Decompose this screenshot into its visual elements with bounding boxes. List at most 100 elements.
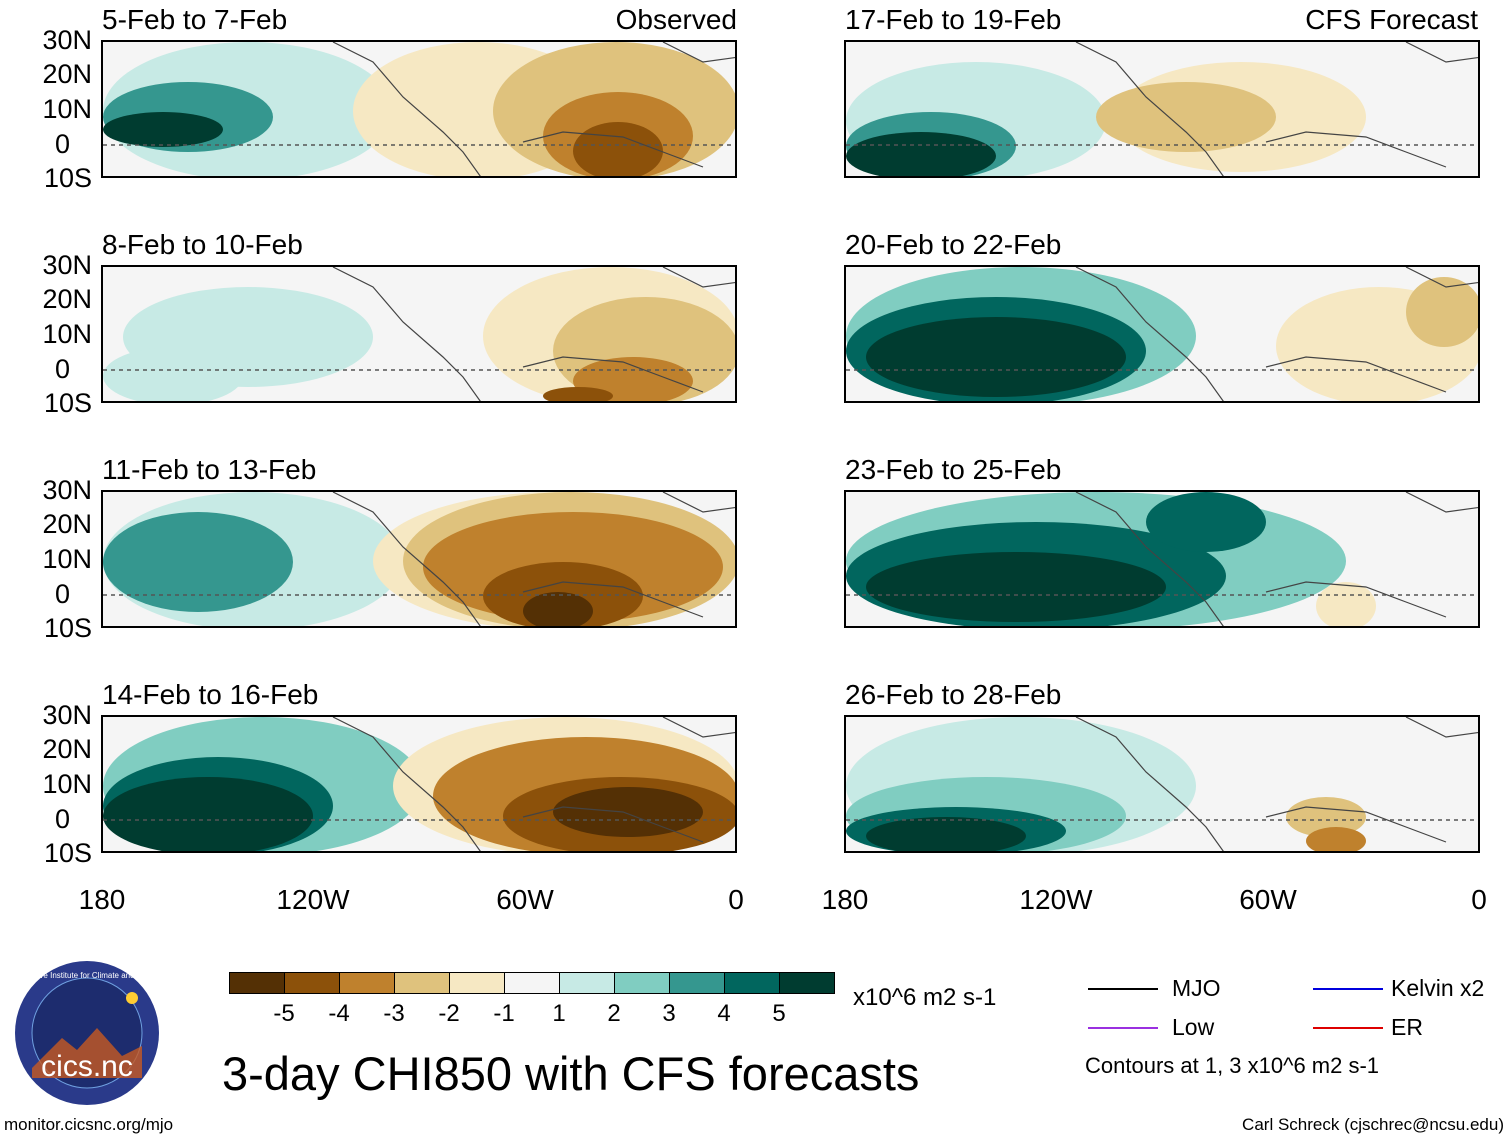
colorbar-swatch bbox=[614, 972, 670, 994]
footer-right: Carl Schreck (cjschrec@ncsu.edu) bbox=[1242, 1115, 1504, 1134]
panel-title-4: 14-Feb to 16-Feb bbox=[102, 679, 319, 710]
map-panel-2 bbox=[101, 265, 737, 403]
colorbar-tick: 1 bbox=[552, 1000, 566, 1027]
anomaly-region bbox=[1146, 492, 1266, 552]
colorbar-tick: 5 bbox=[772, 1000, 786, 1027]
legend-line-kelvin bbox=[1313, 988, 1383, 990]
anomaly-region bbox=[1096, 82, 1276, 152]
legend-line-er bbox=[1313, 1027, 1383, 1029]
map-shading bbox=[103, 267, 735, 401]
lon-label-0-right: 0 bbox=[1471, 884, 1487, 915]
anomaly-region bbox=[866, 817, 1026, 851]
panel-title-2: 8-Feb to 10-Feb bbox=[102, 229, 303, 260]
lat-label-10s: 10S bbox=[43, 163, 92, 193]
legend-line-low bbox=[1088, 1027, 1158, 1029]
anomaly-region bbox=[1306, 827, 1366, 851]
lat-label-0: 0 bbox=[54, 579, 70, 609]
map-panel-3 bbox=[101, 490, 737, 628]
coastline bbox=[332, 42, 735, 176]
colorbar-swatch bbox=[229, 972, 285, 994]
coastline bbox=[1075, 267, 1478, 401]
legend-label-er: ER bbox=[1391, 1014, 1423, 1040]
panel-title-1: 5-Feb to 7-Feb bbox=[102, 4, 288, 35]
legend-label-low: Low bbox=[1172, 1014, 1215, 1040]
anomaly-region bbox=[103, 112, 223, 147]
map-panel-4 bbox=[101, 715, 737, 853]
lat-label-10s: 10S bbox=[43, 613, 92, 643]
colorbar-swatch bbox=[669, 972, 725, 994]
colorbar-tick: 4 bbox=[717, 1000, 731, 1027]
map-shading bbox=[103, 492, 735, 626]
anomaly-region bbox=[1316, 582, 1376, 626]
coastline bbox=[332, 492, 735, 626]
coastline bbox=[332, 717, 735, 851]
panel-tag-forecast: CFS Forecast bbox=[1305, 4, 1478, 35]
colorbar-swatch bbox=[449, 972, 505, 994]
colorbar-tick: -2 bbox=[438, 1000, 460, 1027]
lat-label-0: 0 bbox=[54, 129, 70, 159]
anomaly-region bbox=[846, 132, 996, 176]
lat-label-10n: 10N bbox=[42, 319, 92, 349]
lon-label-120w-left: 120W bbox=[276, 884, 350, 915]
colorbar-tick: 3 bbox=[662, 1000, 676, 1027]
map-shading bbox=[103, 42, 735, 176]
coastline bbox=[1075, 42, 1478, 176]
map-shading bbox=[846, 267, 1478, 401]
lon-label-180-left: 180 bbox=[78, 884, 126, 915]
colorbar-swatch bbox=[559, 972, 615, 994]
anomaly-region bbox=[866, 552, 1166, 622]
panel-title-7: 23-Feb to 25-Feb bbox=[845, 454, 1062, 485]
panel-title-5: 17-Feb to 19-Feb bbox=[845, 4, 1062, 35]
lat-label-30n: 30N bbox=[42, 475, 92, 505]
colorbar-swatch bbox=[339, 972, 395, 994]
colorbar-swatch bbox=[779, 972, 835, 994]
colorbar-tick: -1 bbox=[493, 1000, 515, 1027]
legend-note: Contours at 1, 3 x10^6 m2 s-1 bbox=[1085, 1053, 1380, 1078]
lat-label-0: 0 bbox=[54, 804, 70, 834]
lat-label-10n: 10N bbox=[42, 94, 92, 124]
lat-label-30n: 30N bbox=[42, 25, 92, 55]
colorbar-swatch bbox=[284, 972, 340, 994]
lat-label-30n: 30N bbox=[42, 250, 92, 280]
lat-label-20n: 20N bbox=[42, 284, 92, 314]
lon-label-180-right: 180 bbox=[821, 884, 869, 915]
lat-label-10s: 10S bbox=[43, 838, 92, 868]
colorbar-tick: -4 bbox=[328, 1000, 350, 1027]
legend-line-mjo bbox=[1088, 988, 1158, 990]
anomaly-region bbox=[553, 787, 703, 837]
panel-title-3: 11-Feb to 13-Feb bbox=[102, 454, 317, 485]
anomaly-region bbox=[866, 317, 1126, 397]
lon-label-0-left: 0 bbox=[728, 884, 744, 915]
anomaly-region bbox=[103, 347, 243, 401]
coastline bbox=[1075, 717, 1478, 851]
colorbar-tick: 2 bbox=[607, 1000, 621, 1027]
coastline bbox=[332, 267, 735, 401]
anomaly-region bbox=[573, 122, 663, 176]
anomaly-region bbox=[103, 777, 313, 851]
main-title: 3-day CHI850 with CFS forecasts bbox=[222, 1047, 920, 1100]
logo-text: cics.nc bbox=[41, 1050, 133, 1083]
legend-label-kelvin: Kelvin x2 bbox=[1391, 975, 1485, 1001]
footer-left: monitor.cicsnc.org/mjo bbox=[4, 1115, 174, 1134]
anomaly-region bbox=[1406, 277, 1478, 347]
anomaly-region bbox=[543, 387, 613, 401]
lat-label-10s: 10S bbox=[43, 388, 92, 418]
map-shading bbox=[846, 42, 1478, 176]
lon-label-60w-right: 60W bbox=[1239, 884, 1297, 915]
lat-label-10n: 10N bbox=[42, 769, 92, 799]
map-panel-7 bbox=[844, 490, 1480, 628]
map-shading bbox=[846, 492, 1478, 626]
colorbar-swatch bbox=[724, 972, 780, 994]
map-panel-6 bbox=[844, 265, 1480, 403]
panel-tag-observed: Observed bbox=[615, 4, 737, 35]
colorbar-tick: -3 bbox=[383, 1000, 405, 1027]
lat-label-20n: 20N bbox=[42, 509, 92, 539]
map-shading bbox=[103, 717, 735, 851]
map-panel-1 bbox=[101, 40, 737, 178]
colorbar-units: x10^6 m2 s-1 bbox=[853, 984, 997, 1011]
lat-label-10n: 10N bbox=[42, 544, 92, 574]
lon-label-60w-left: 60W bbox=[496, 884, 554, 915]
map-panel-5 bbox=[844, 40, 1480, 178]
map-panel-8 bbox=[844, 715, 1480, 853]
cics-logo: cics.nc Cooperative Institute for Climat… bbox=[12, 961, 162, 1105]
